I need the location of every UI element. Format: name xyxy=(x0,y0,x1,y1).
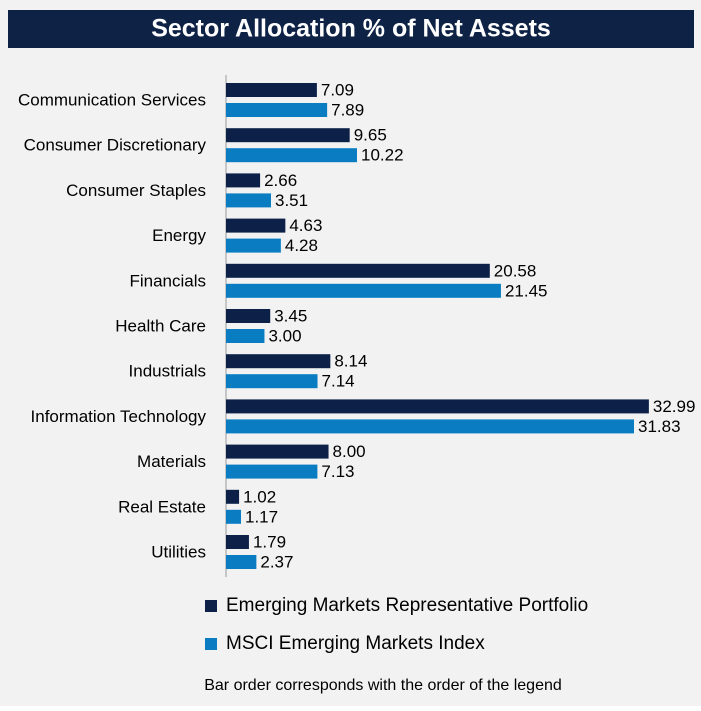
legend-label: Emerging Markets Representative Portfoli… xyxy=(226,595,588,616)
bar xyxy=(226,148,358,163)
bar xyxy=(226,283,501,298)
value-label: 21.45 xyxy=(505,281,548,300)
value-label: 31.83 xyxy=(638,417,681,436)
value-label: 8.00 xyxy=(333,442,366,461)
bar xyxy=(226,218,286,233)
chart-title: Sector Allocation % of Net Assets xyxy=(151,15,551,43)
category-label: Financials xyxy=(129,271,206,290)
bar xyxy=(226,374,318,389)
value-label: 7.09 xyxy=(321,80,354,99)
value-label: 3.00 xyxy=(268,326,301,345)
bar xyxy=(226,103,328,117)
category-label: Materials xyxy=(137,452,206,471)
value-label: 4.28 xyxy=(285,236,318,255)
bar xyxy=(226,193,271,208)
category-label: Information Technology xyxy=(31,407,207,426)
bar xyxy=(226,83,317,97)
value-label: 1.02 xyxy=(243,487,276,506)
category-label: Consumer Discretionary xyxy=(24,136,207,155)
value-label: 3.45 xyxy=(274,306,307,325)
value-label: 7.13 xyxy=(321,462,354,481)
value-label: 8.14 xyxy=(334,352,367,371)
bar xyxy=(226,354,331,369)
category-label: Health Care xyxy=(115,316,206,335)
value-label: 20.58 xyxy=(494,261,537,280)
bar xyxy=(226,509,241,524)
bar xyxy=(226,489,240,504)
bar xyxy=(226,128,350,143)
bar xyxy=(226,419,635,434)
bar xyxy=(226,263,490,278)
footnote: Bar order corresponds with the order of … xyxy=(204,677,562,694)
value-label: 1.79 xyxy=(253,532,286,551)
value-label: 2.66 xyxy=(264,171,297,190)
value-label: 10.22 xyxy=(361,146,404,165)
legend-swatch xyxy=(205,638,217,650)
value-label: 9.65 xyxy=(354,126,387,145)
bar xyxy=(226,399,649,414)
bar xyxy=(226,238,281,253)
bar xyxy=(226,555,257,569)
value-label: 2.37 xyxy=(260,552,293,571)
value-label: 4.63 xyxy=(289,216,322,235)
value-label: 3.51 xyxy=(275,191,308,210)
value-label: 7.89 xyxy=(331,100,364,119)
bar xyxy=(226,173,261,188)
category-label: Utilities xyxy=(151,542,206,561)
bar xyxy=(226,309,271,323)
bar xyxy=(226,535,249,549)
bar xyxy=(226,464,318,479)
legend-swatch xyxy=(205,600,217,612)
category-label: Real Estate xyxy=(118,497,206,516)
value-label: 7.14 xyxy=(322,372,355,391)
title-bar xyxy=(8,10,694,48)
category-label: Energy xyxy=(152,226,206,245)
value-label: 32.99 xyxy=(653,397,696,416)
category-label: Industrials xyxy=(129,362,206,381)
category-label: Communication Services xyxy=(18,90,206,109)
category-label: Consumer Staples xyxy=(66,181,206,200)
legend-label: MSCI Emerging Markets Index xyxy=(226,633,485,654)
bar xyxy=(226,329,265,343)
value-label: 1.17 xyxy=(245,507,278,526)
bar xyxy=(226,444,329,459)
